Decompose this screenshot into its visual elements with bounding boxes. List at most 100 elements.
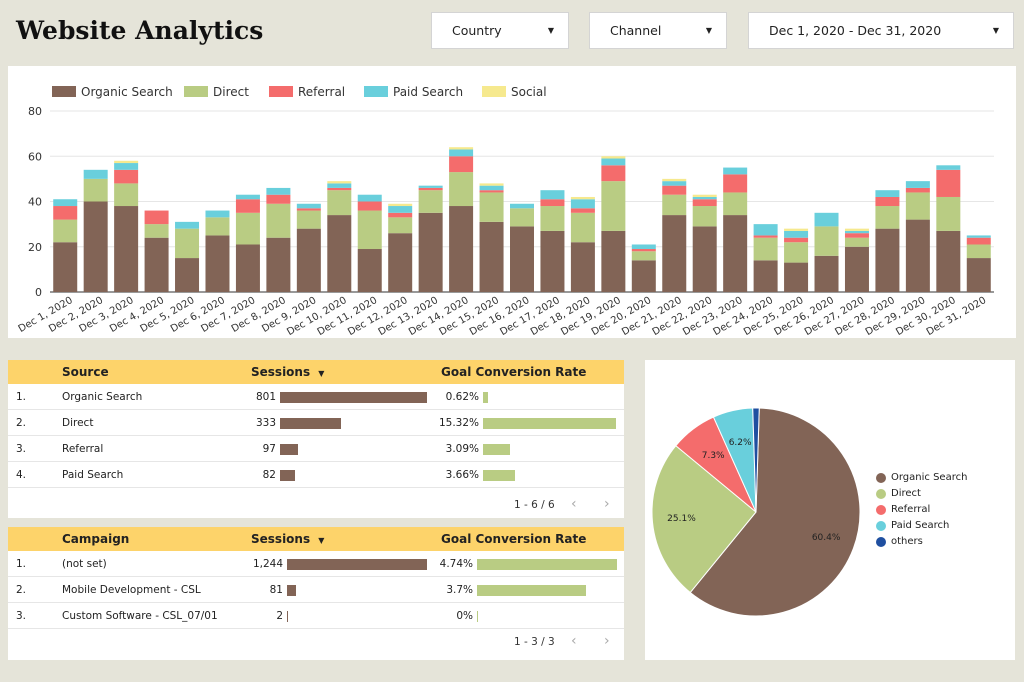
bar-segment[interactable] <box>601 181 626 231</box>
bar-segment[interactable] <box>205 235 230 292</box>
bar-segment[interactable] <box>479 185 504 191</box>
bar-segment[interactable] <box>723 192 748 216</box>
chevron-left-icon[interactable]: ‹ <box>571 496 577 512</box>
bar-segment[interactable] <box>662 181 687 186</box>
bar-segment[interactable] <box>83 201 108 293</box>
bar-segment[interactable] <box>235 212 260 245</box>
bar-segment[interactable] <box>418 185 443 188</box>
pie-legend-item[interactable]: Organic Search <box>876 472 967 483</box>
bar-segment[interactable] <box>296 203 321 209</box>
bar-segment[interactable] <box>327 190 352 216</box>
pie-legend-item[interactable]: Paid Search <box>876 520 949 531</box>
bar-segment[interactable] <box>662 194 687 216</box>
bar-segment[interactable] <box>114 163 139 170</box>
bar-segment[interactable] <box>266 194 291 204</box>
bar-segment[interactable] <box>388 203 413 207</box>
bar-segment[interactable] <box>205 210 230 218</box>
bar-segment[interactable] <box>479 192 504 222</box>
col-goal-rate[interactable]: Goal Conversion Rate <box>441 365 587 379</box>
bar-segment[interactable] <box>479 190 504 193</box>
bar-segment[interactable] <box>53 219 78 243</box>
bar-segment[interactable] <box>175 258 200 292</box>
bar-segment[interactable] <box>662 215 687 292</box>
bar-segment[interactable] <box>540 190 565 200</box>
pie-slice[interactable] <box>689 407 861 617</box>
legend-item[interactable]: Referral <box>269 85 345 99</box>
bar-segment[interactable] <box>692 196 717 200</box>
bar-segment[interactable] <box>601 230 626 292</box>
bar-segment[interactable] <box>266 237 291 292</box>
chevron-right-icon[interactable]: › <box>604 633 610 649</box>
bar-segment[interactable] <box>53 242 78 292</box>
bar-segment[interactable] <box>875 196 900 207</box>
bar-segment[interactable] <box>662 178 687 182</box>
legend-item[interactable]: Paid Search <box>364 85 463 99</box>
bar-segment[interactable] <box>966 244 991 259</box>
channel-filter[interactable]: Channel ▼ <box>589 12 727 49</box>
bar-segment[interactable] <box>784 242 809 263</box>
col-sessions[interactable]: Sessions ▼ <box>251 365 324 379</box>
bar-segment[interactable] <box>905 187 930 193</box>
pie-legend-item[interactable]: Referral <box>876 504 930 515</box>
legend-item[interactable]: Social <box>482 85 547 99</box>
col-goal-rate[interactable]: Goal Conversion Rate <box>441 532 587 546</box>
bar-segment[interactable] <box>844 233 869 238</box>
date-range-filter[interactable]: Dec 1, 2020 - Dec 31, 2020 ▼ <box>748 12 1014 49</box>
bar-segment[interactable] <box>357 249 382 292</box>
country-filter[interactable]: Country ▼ <box>431 12 569 49</box>
table-row[interactable]: 1. Organic Search 801 0.62% <box>8 384 624 410</box>
bar-segment[interactable] <box>936 169 961 197</box>
bar-segment[interactable] <box>296 228 321 292</box>
bar-segment[interactable] <box>114 169 139 184</box>
bar-segment[interactable] <box>936 165 961 170</box>
bar-segment[interactable] <box>662 185 687 195</box>
bar-segment[interactable] <box>144 210 169 225</box>
bar-segment[interactable] <box>631 244 656 250</box>
bar-segment[interactable] <box>784 228 809 231</box>
bar-segment[interactable] <box>479 221 504 292</box>
bar-segment[interactable] <box>692 199 717 207</box>
bar-segment[interactable] <box>753 237 778 261</box>
bar-segment[interactable] <box>235 199 260 213</box>
bar-segment[interactable] <box>936 230 961 292</box>
legend-item[interactable]: Organic Search <box>52 85 173 99</box>
chevron-left-icon[interactable]: ‹ <box>571 633 577 649</box>
bar-segment[interactable] <box>784 230 809 238</box>
bar-segment[interactable] <box>418 187 443 191</box>
table-row[interactable]: 3. Custom Software - CSL_07/01 2 0% <box>8 603 624 629</box>
bar-segment[interactable] <box>692 206 717 227</box>
bar-segment[interactable] <box>327 181 352 184</box>
bar-segment[interactable] <box>388 217 413 234</box>
table-row[interactable]: 2. Mobile Development - CSL 81 3.7% <box>8 577 624 603</box>
bar-segment[interactable] <box>175 228 200 259</box>
bar-segment[interactable] <box>631 249 656 252</box>
bar-segment[interactable] <box>570 199 595 209</box>
bar-segment[interactable] <box>510 208 534 227</box>
bar-segment[interactable] <box>510 226 534 292</box>
bar-segment[interactable] <box>844 230 869 234</box>
legend-item[interactable]: Direct <box>184 85 249 99</box>
bar-segment[interactable] <box>418 212 443 292</box>
bar-segment[interactable] <box>966 235 991 238</box>
bar-segment[interactable] <box>570 242 595 292</box>
bar-segment[interactable] <box>114 206 139 292</box>
bar-segment[interactable] <box>510 203 534 209</box>
bar-segment[interactable] <box>601 158 626 166</box>
bar-segment[interactable] <box>235 194 260 200</box>
bar-segment[interactable] <box>936 196 961 231</box>
bar-segment[interactable] <box>205 217 230 236</box>
bar-segment[interactable] <box>631 260 656 292</box>
bar-segment[interactable] <box>631 251 656 261</box>
bar-segment[interactable] <box>418 190 443 213</box>
bar-segment[interactable] <box>357 194 382 202</box>
pie-slice[interactable] <box>752 407 760 513</box>
bar-segment[interactable] <box>601 156 626 159</box>
bar-segment[interactable] <box>449 147 474 150</box>
bar-segment[interactable] <box>114 183 139 207</box>
chevron-right-icon[interactable]: › <box>604 496 610 512</box>
bar-segment[interactable] <box>570 208 595 213</box>
bar-segment[interactable] <box>570 196 595 200</box>
bar-segment[interactable] <box>723 215 748 292</box>
bar-segment[interactable] <box>844 228 869 231</box>
bar-segment[interactable] <box>144 224 169 238</box>
